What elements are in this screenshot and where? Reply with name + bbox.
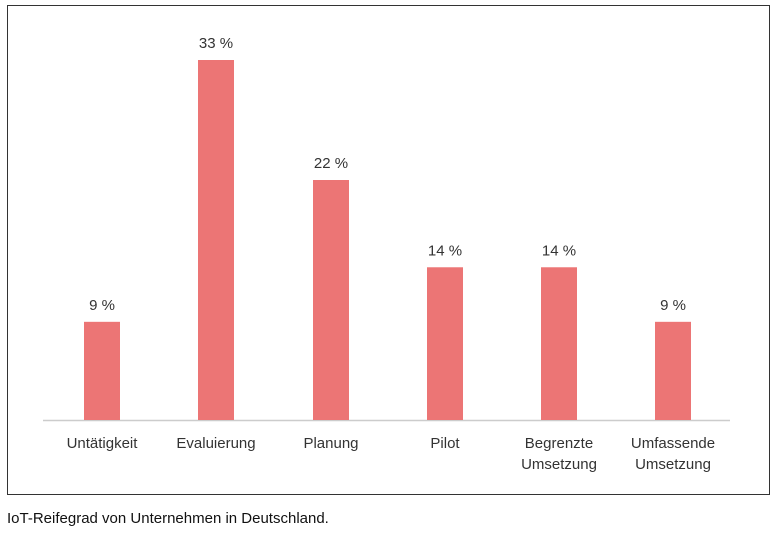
value-label-4: 14 %: [542, 242, 576, 259]
category-label-5-0: Umfassende: [631, 435, 715, 452]
value-label-0: 9 %: [89, 297, 115, 314]
bar-1: [198, 60, 234, 420]
value-label-3: 14 %: [428, 242, 462, 259]
bar-5: [655, 321, 691, 420]
bar-2: [313, 180, 349, 420]
bar-3: [427, 267, 463, 420]
category-label-5-1: Umsetzung: [635, 456, 711, 473]
category-label-2-0: Planung: [303, 435, 358, 452]
category-label-4-1: Umsetzung: [521, 456, 597, 473]
bar-0: [84, 321, 120, 420]
chart-frame: 9 % Untätigkeit 33 % Evaluierung 22 % Planung…: [7, 5, 770, 495]
chart-caption: IoT-Reifegrad von Unternehmen in Deutsch…: [7, 510, 329, 527]
category-label-4-0: Begrenzte: [525, 435, 593, 452]
category-label-3-0: Pilot: [430, 435, 460, 452]
value-label-2: 22 %: [314, 155, 348, 172]
value-label-1: 33 %: [199, 35, 233, 52]
category-label-1-0: Evaluierung: [176, 435, 255, 452]
category-label-0-0: Untätigkeit: [67, 435, 139, 452]
bar-chart: 9 % Untätigkeit 33 % Evaluierung 22 % Planung…: [43, 35, 730, 473]
value-label-5: 9 %: [660, 297, 686, 314]
bar-4: [541, 267, 577, 420]
